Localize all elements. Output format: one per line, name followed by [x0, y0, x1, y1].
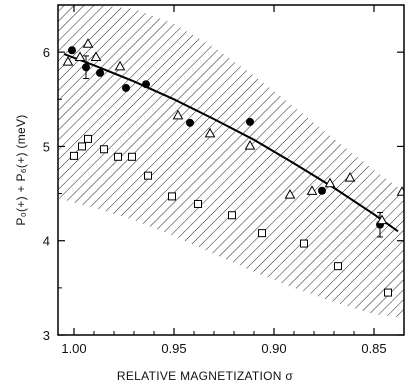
axis-tick-labels: 1.00 0.95 0.90 0.85 3 4 5 6	[43, 45, 387, 356]
open-square-point	[84, 134, 92, 143]
open-triangle-point	[172, 109, 184, 120]
open-square-point	[78, 142, 86, 151]
open-triangle-point	[324, 177, 336, 188]
open-square-point	[70, 151, 78, 160]
open-square-point	[228, 211, 236, 220]
y-tick-label: 5	[43, 139, 50, 154]
open-triangle-point	[204, 127, 216, 138]
open-triangle-point	[90, 51, 102, 61]
open-triangle-point	[62, 56, 74, 66]
x-axis-title: RELATIVE MAGNETIZATION σ	[117, 369, 293, 383]
y-tick-label: 3	[43, 328, 50, 343]
filled-circle-point	[318, 186, 326, 195]
y-axis-title: P₀(+) + P₆(+) (meV)	[14, 114, 28, 225]
filled-circle-point	[186, 118, 194, 127]
x-tick-label: 1.00	[61, 341, 86, 356]
open-triangle-point	[306, 185, 318, 195]
open-square-point	[114, 152, 122, 161]
open-square-point	[334, 262, 342, 271]
axis-ticks	[58, 5, 404, 336]
y-tick-label: 4	[43, 234, 50, 249]
open-triangle-point	[82, 38, 94, 48]
y-tick-label: 6	[43, 45, 50, 60]
filled-circle-point	[82, 63, 90, 72]
open-triangle-point	[344, 172, 356, 182]
open-triangle-point	[376, 214, 388, 225]
open-square-point	[300, 239, 308, 248]
filled-circle-point	[122, 83, 130, 92]
open-triangle-point	[244, 139, 256, 150]
open-triangle-point	[284, 188, 296, 199]
open-square-point	[100, 145, 108, 154]
x-tick-label: 0.85	[361, 341, 386, 356]
filled-circle-point	[246, 117, 254, 126]
x-tick-label: 0.90	[261, 341, 286, 356]
open-square-point	[194, 199, 202, 208]
open-triangle-point	[114, 60, 126, 71]
open-square-point	[144, 171, 152, 180]
filled-circle-point	[68, 46, 76, 55]
open-square-point	[258, 229, 266, 238]
open-square-point	[384, 288, 392, 297]
x-tick-label: 0.95	[161, 341, 186, 356]
filled-circle-point	[142, 80, 150, 89]
uncertainty-band	[58, 5, 404, 318]
filled-circle-point	[96, 68, 104, 77]
hatched-band	[58, 5, 404, 318]
plot-frame	[57, 4, 405, 336]
open-square-point	[128, 152, 136, 161]
fit-curve	[63, 53, 399, 233]
open-square-point	[168, 192, 176, 201]
open-triangle-point	[396, 186, 404, 196]
data-points	[62, 38, 404, 297]
fit-curve-layer	[63, 53, 399, 233]
open-triangle-point	[74, 51, 86, 61]
